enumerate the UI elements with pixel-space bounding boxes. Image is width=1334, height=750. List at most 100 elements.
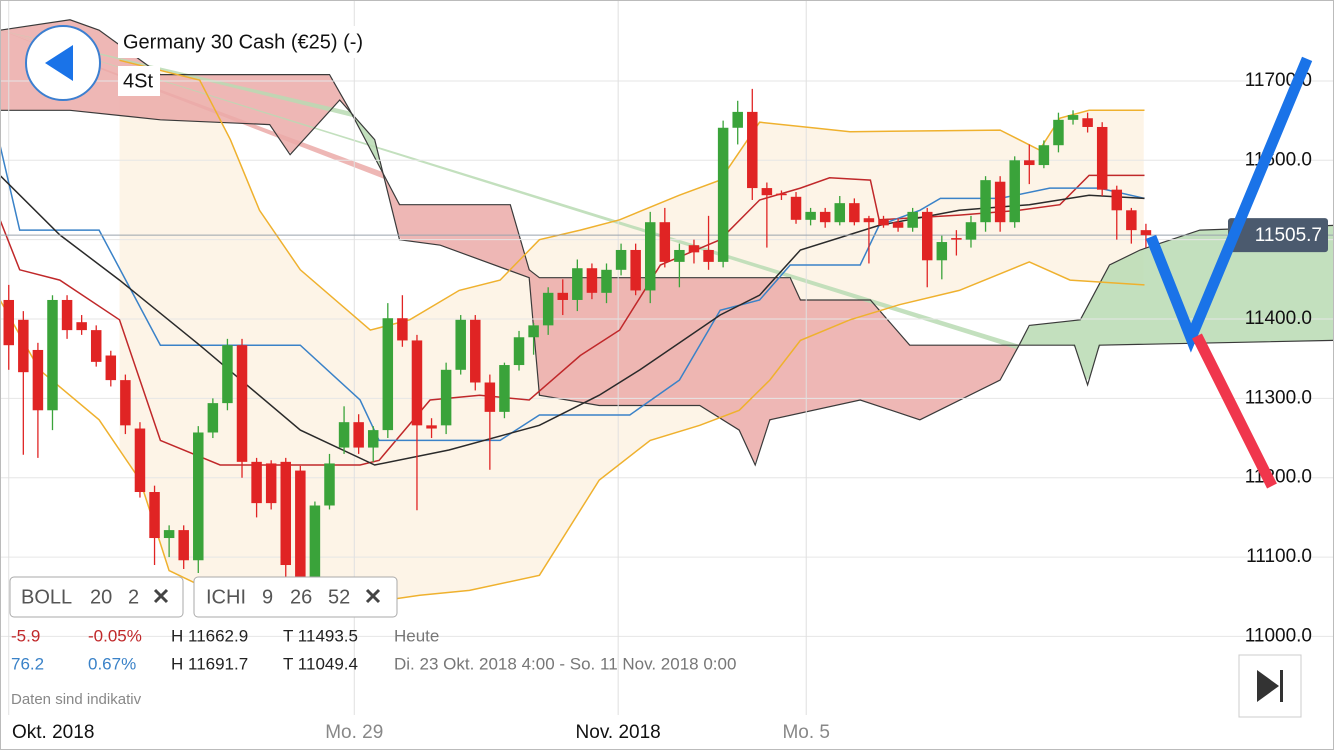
candle-body [1126, 210, 1137, 231]
indicator-chip[interactable] [193, 576, 398, 618]
chip-label: ICHI [206, 586, 246, 608]
stat-high: H 11662.9 [171, 626, 248, 645]
candle-body [1096, 126, 1108, 190]
candle-body [732, 111, 743, 128]
candle-body [61, 299, 73, 331]
cloud-fill [0, 30, 383, 173]
candle-body [1140, 230, 1152, 236]
candle-body [907, 211, 918, 228]
candle-body [965, 222, 977, 240]
candle-body [1024, 160, 1035, 166]
last-price-label: 11505.7 [1255, 225, 1322, 246]
candle-body [324, 463, 335, 506]
chip-param: 26 [290, 586, 312, 608]
stat-change-pct: 0.67% [88, 654, 136, 673]
stat-period: Heute [394, 626, 439, 645]
candle-body [134, 428, 146, 493]
candle-body [455, 319, 466, 370]
y-tick-label: 11000.0 [1245, 625, 1312, 646]
candle-body [892, 222, 904, 228]
candle-body [849, 203, 860, 223]
candle-body [747, 111, 758, 189]
candle-body [513, 337, 525, 366]
candle-body [149, 492, 160, 539]
candle-body [280, 461, 292, 566]
disclaimer: Daten sind indikativ [11, 691, 142, 708]
y-tick-label: 11200.0 [1245, 467, 1312, 488]
candle-body [47, 299, 58, 411]
timeframe-bg [118, 66, 160, 96]
jump-end-icon[interactable] [1257, 670, 1279, 702]
indicator-chip[interactable] [9, 576, 184, 618]
candle-body [382, 318, 394, 431]
candle-body [207, 403, 219, 433]
jump-end-icon[interactable] [1280, 670, 1283, 702]
title: Germany 30 Cash (€25) (-) [123, 31, 363, 53]
chip-param: 52 [328, 586, 350, 608]
candle-body [32, 349, 44, 411]
candle-body [90, 330, 102, 362]
candle-body [484, 382, 496, 412]
candle-body [76, 322, 87, 331]
candle-body [863, 218, 875, 223]
chip-param: 9 [262, 586, 273, 608]
timeframe: 4St [123, 70, 153, 92]
cloud-fill [0, 30, 1017, 464]
candle-body [819, 211, 831, 223]
candle-body [178, 530, 189, 561]
candle-body [615, 249, 627, 270]
bollinger-upper [119, 59, 1145, 331]
y-tick-label: 11400.0 [1245, 308, 1312, 329]
candle-body [980, 180, 991, 223]
y-tick-label: 11300.0 [1245, 387, 1312, 408]
candle-body [878, 219, 889, 226]
candle-body [163, 530, 175, 539]
x-tick-label: Mo. 29 [325, 722, 383, 743]
candle-body [790, 196, 802, 220]
candle-body [222, 345, 233, 404]
stat-change: 76.2 [11, 654, 44, 673]
stat-change-pct: -0.05% [88, 626, 142, 645]
drawn-annotation [1192, 333, 1277, 489]
candle-body [338, 422, 350, 448]
candle-body [644, 222, 656, 291]
candle-body [309, 505, 321, 581]
candle-body [717, 127, 729, 262]
candle-body [688, 245, 700, 253]
cloud-span-b [0, 19, 1334, 387]
candle-body [105, 355, 117, 381]
x-tick-label-bg [567, 716, 667, 748]
candle-body [251, 461, 262, 504]
candle-body [470, 319, 481, 383]
candle-body [440, 369, 452, 426]
back-icon[interactable] [45, 45, 73, 81]
chip-param: 2 [128, 586, 139, 608]
chip-label: BOLL [21, 586, 72, 608]
candle-body [1082, 118, 1093, 127]
candle-body [761, 188, 773, 196]
candle-body [265, 463, 277, 504]
bollinger-lower [0, 261, 1145, 616]
title-bg [118, 26, 390, 58]
y-tick-label: 11100.0 [1246, 546, 1312, 567]
x-tick-label: Okt. 2018 [12, 722, 94, 743]
x-tick-label: Mo. 5 [782, 722, 830, 743]
candle-body [193, 432, 204, 561]
candle-body [1053, 119, 1064, 146]
chip-close[interactable] [365, 588, 381, 604]
chip-close[interactable] [153, 588, 169, 604]
x-tick-label: Nov. 2018 [576, 722, 661, 743]
last-price-box [1228, 218, 1328, 253]
drawn-annotation [1145, 56, 1313, 353]
candle-body [994, 181, 1006, 223]
candle-body [1111, 189, 1123, 211]
candle-body [586, 268, 598, 293]
stat-low: T 11049.4 [283, 654, 358, 673]
candle-body [1038, 145, 1050, 166]
stat-period: Di. 23 Okt. 2018 4:00 - So. 11 Nov. 2018… [394, 654, 736, 673]
candle-body [499, 365, 510, 412]
candle-body [703, 249, 714, 262]
candle-body [1009, 160, 1020, 223]
candle-body [557, 292, 569, 300]
